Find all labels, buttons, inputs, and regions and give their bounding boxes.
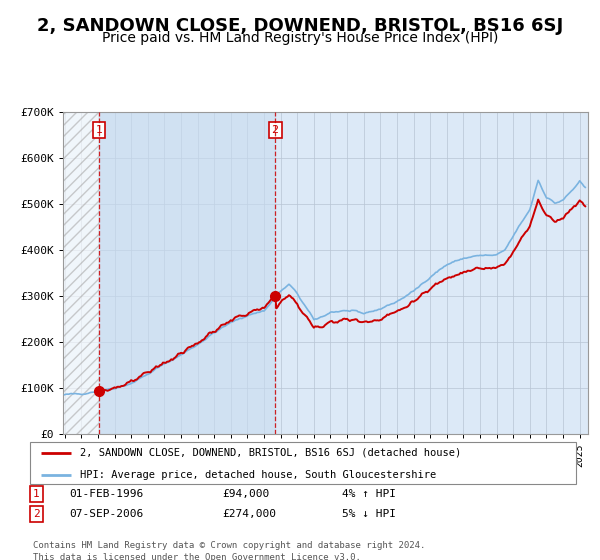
Text: 01-FEB-1996: 01-FEB-1996	[69, 489, 143, 499]
Text: 2, SANDOWN CLOSE, DOWNEND, BRISTOL, BS16 6SJ (detached house): 2, SANDOWN CLOSE, DOWNEND, BRISTOL, BS16…	[80, 447, 461, 458]
Text: Contains HM Land Registry data © Crown copyright and database right 2024.
This d: Contains HM Land Registry data © Crown c…	[33, 541, 425, 560]
Text: 2: 2	[272, 125, 279, 135]
Text: £94,000: £94,000	[222, 489, 269, 499]
Text: Price paid vs. HM Land Registry's House Price Index (HPI): Price paid vs. HM Land Registry's House …	[102, 31, 498, 45]
Text: 2, SANDOWN CLOSE, DOWNEND, BRISTOL, BS16 6SJ: 2, SANDOWN CLOSE, DOWNEND, BRISTOL, BS16…	[37, 17, 563, 35]
Bar	[63, 112, 99, 434]
Text: 2: 2	[33, 509, 40, 519]
Text: 1: 1	[33, 489, 40, 499]
Text: 5% ↓ HPI: 5% ↓ HPI	[342, 509, 396, 519]
Text: 4% ↑ HPI: 4% ↑ HPI	[342, 489, 396, 499]
Text: 07-SEP-2006: 07-SEP-2006	[69, 509, 143, 519]
Text: £274,000: £274,000	[222, 509, 276, 519]
Text: 1: 1	[96, 125, 103, 135]
Text: HPI: Average price, detached house, South Gloucestershire: HPI: Average price, detached house, Sout…	[80, 470, 436, 480]
Bar	[99, 112, 275, 434]
FancyBboxPatch shape	[30, 442, 577, 483]
